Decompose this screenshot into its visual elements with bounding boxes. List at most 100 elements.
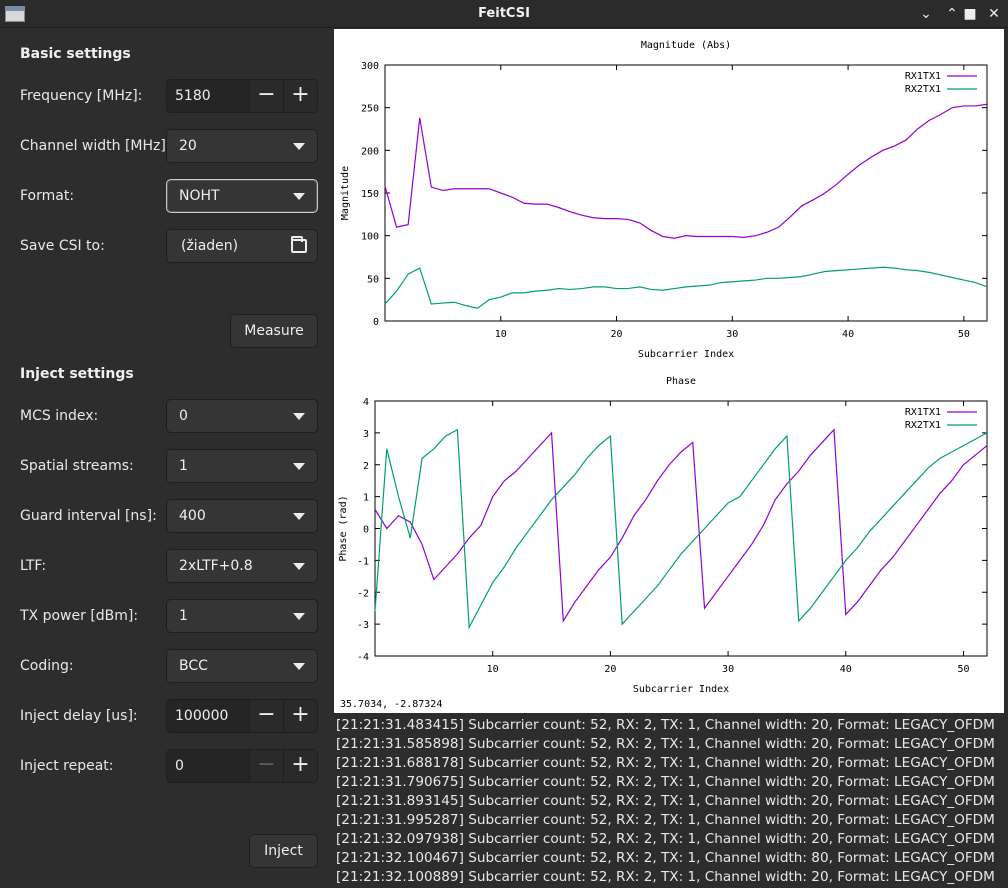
legend-label: RX2TX1 [905,84,941,95]
plot-frame [384,64,988,322]
spatial-streams-dropdown[interactable]: 1 [166,449,318,483]
app-window-icon [5,6,25,22]
y-tick-label: 200 [361,146,379,157]
log-line: [21:21:31.585898] Subcarrier count: 52, … [336,736,995,752]
maximize-icon[interactable]: ⌃ [946,6,958,22]
x-tick-label: 40 [842,329,854,340]
chart-title: Phase [666,376,696,387]
tx-power-label: TX power [dBm]: [20,608,139,624]
save-csi-label: Save CSI to: [20,238,105,254]
inject-repeat-spinner[interactable]: 0 − + [166,749,318,783]
y-tick-label: 250 [361,104,379,115]
log-line: [21:21:31.483415] Subcarrier count: 52, … [336,717,995,733]
legend-label: RX2TX1 [905,420,941,431]
inject-delay-increment-button[interactable]: + [283,700,317,732]
x-axis-label: Subcarrier Index [633,684,729,695]
x-tick-label: 30 [722,664,734,675]
chevron-down-icon [293,613,305,620]
measure-button[interactable]: Measure [230,314,318,348]
cursor-coordinates: 35.7034, -2.87324 [340,699,443,710]
frequency-label: Frequency [MHz]: [20,88,143,104]
close-icon[interactable]: ✕ [988,6,1000,22]
chevron-down-icon [293,663,305,670]
y-tick-label: 300 [361,61,379,72]
channel-width-value: 20 [179,138,197,154]
inject-repeat-label: Inject repeat: [20,758,114,774]
series-line-rx2tx1 [384,266,988,309]
inject-settings-heading: Inject settings [20,366,134,382]
plot-frame [374,400,988,657]
inject-delay-value[interactable]: 100000 [175,708,229,724]
y-tick-label: 3 [363,429,369,440]
ltf-label: LTF: [20,558,47,574]
inject-button[interactable]: Inject [249,834,318,868]
inject-repeat-value[interactable]: 0 [175,758,184,774]
guard-interval-label: Guard interval [ns]: [20,508,157,524]
inject-repeat-increment-button[interactable]: + [283,750,317,782]
ltf-dropdown[interactable]: 2xLTF+0.8 [166,549,318,583]
csi-plot-area[interactable]: Magnitude (Abs) Subcarrier Index Magnitude… [334,29,1004,713]
inject-delay-label: Inject delay [us]: [20,708,138,724]
y-axis-label: Magnitude [340,166,351,220]
log-line: [21:21:32.097938] Subcarrier count: 52, … [336,831,995,847]
coding-dropdown[interactable]: BCC [166,649,318,683]
channel-width-dropdown[interactable]: 20 [166,129,318,163]
y-tick-label: 100 [361,232,379,243]
y-axis-label: Phase (rad) [338,495,349,561]
log-panel[interactable]: [21:21:31.483415] Subcarrier count: 52, … [334,713,1004,888]
chevron-down-icon [293,143,305,150]
y-tick-label: -2 [357,588,369,599]
x-tick-label: 50 [958,329,970,340]
series-line-rx1tx1 [374,428,988,623]
coding-label: Coding: [20,658,74,674]
y-tick-label: 0 [363,525,369,536]
chevron-down-icon [293,513,305,520]
y-tick-label: 50 [367,274,379,285]
x-tick-label: 10 [487,664,499,675]
y-tick-label: 4 [363,397,369,408]
spatial-streams-value: 1 [179,458,188,474]
log-line: [21:21:31.790675] Subcarrier count: 52, … [336,774,995,790]
tx-power-dropdown[interactable]: 1 [166,599,318,633]
tx-power-value: 1 [179,608,188,624]
frequency-value[interactable]: 5180 [175,88,211,104]
guard-interval-dropdown[interactable]: 400 [166,499,318,533]
restore-icon[interactable]: ■ [963,6,977,22]
x-axis-label: Subcarrier Index [638,349,734,360]
channel-width-label: Channel width [MHz]: [20,138,171,154]
frequency-increment-button[interactable]: + [283,80,317,112]
mcs-index-label: MCS index: [20,408,99,424]
y-tick-label: -1 [357,556,369,567]
save-csi-value: (žiaden) [181,238,239,254]
log-line: [21:21:32.100889] Subcarrier count: 52, … [336,869,995,885]
format-dropdown[interactable]: NOHT [166,179,318,213]
folder-open-icon [291,236,307,253]
x-tick-label: 20 [604,664,616,675]
chevron-down-icon [293,463,305,470]
spatial-streams-label: Spatial streams: [20,458,134,474]
settings-panel: Basic settings Frequency [MHz]: 5180 − +… [0,29,334,888]
format-label: Format: [20,188,75,204]
basic-settings-heading: Basic settings [20,46,131,62]
csi-plots[interactable]: Magnitude (Abs) Subcarrier Index Magnitude… [334,29,1004,713]
mcs-index-dropdown[interactable]: 0 [166,399,318,433]
title-bar: FeitCSI ⌄ ⌃ ■ ✕ [0,0,1008,28]
x-tick-label: 20 [611,329,623,340]
series-line-rx1tx1 [384,103,988,239]
inject-repeat-decrement-button[interactable]: − [249,750,283,782]
save-csi-file-chooser[interactable]: (žiaden) [166,229,318,263]
frequency-decrement-button[interactable]: − [249,80,283,112]
inject-delay-spinner[interactable]: 100000 − + [166,699,318,733]
legend-label: RX1TX1 [905,407,941,418]
legend-label: RX1TX1 [905,71,941,82]
y-tick-label: -3 [357,620,369,631]
inject-delay-decrement-button[interactable]: − [249,700,283,732]
log-line: [21:21:31.688178] Subcarrier count: 52, … [336,755,995,771]
y-tick-label: 150 [361,189,379,200]
minimize-icon[interactable]: ⌄ [920,6,932,22]
coding-value: BCC [179,658,208,674]
frequency-spinner[interactable]: 5180 − + [166,79,318,113]
x-tick-label: 40 [840,664,852,675]
y-tick-label: 2 [363,461,369,472]
log-line: [21:21:32.100467] Subcarrier count: 52, … [336,850,995,866]
